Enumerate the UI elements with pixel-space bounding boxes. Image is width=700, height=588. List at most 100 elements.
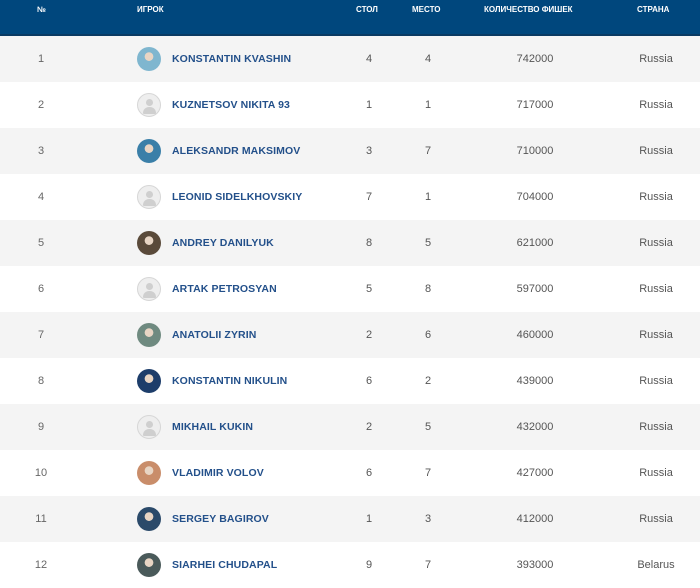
- player-name-link[interactable]: VLADIMIR VOLOV: [172, 467, 264, 479]
- rank: 11: [35, 513, 47, 525]
- rank: 1: [37, 53, 45, 65]
- table-number: 5: [365, 283, 373, 295]
- chip-count: 717000: [516, 99, 554, 111]
- table-row: 10 VLADIMIR VOLOV 6 7 427000 Russia: [0, 450, 700, 496]
- table-number: 2: [365, 329, 373, 341]
- player-name-link[interactable]: ANATOLII ZYRIN: [172, 329, 257, 341]
- country: Russia: [639, 53, 673, 65]
- default-avatar-icon[interactable]: [137, 415, 161, 439]
- table-row: 11 SERGEY BAGIROV 1 3 412000 Russia: [0, 496, 700, 542]
- seat-number: 2: [424, 375, 432, 387]
- avatar[interactable]: [137, 369, 161, 393]
- table-header: № ИГРОК СТОЛ МЕСТО КОЛИЧЕСТВО ФИШЕК СТРА…: [0, 0, 700, 36]
- avatar[interactable]: [137, 323, 161, 347]
- rank: 7: [37, 329, 45, 341]
- col-number[interactable]: №: [37, 5, 46, 14]
- country: Russia: [639, 283, 673, 295]
- seat-number: 4: [424, 53, 432, 65]
- rank: 12: [34, 559, 48, 571]
- table-number: 9: [365, 559, 373, 571]
- seat-number: 3: [424, 513, 432, 525]
- country: Russia: [639, 375, 673, 387]
- seat-number: 6: [424, 329, 432, 341]
- table-number: 1: [365, 99, 373, 111]
- table-row: 8 KONSTANTIN NIKULIN 6 2 439000 Russia: [0, 358, 700, 404]
- chip-count: 597000: [516, 283, 554, 295]
- table-number: 1: [365, 513, 373, 525]
- avatar[interactable]: [137, 553, 161, 577]
- seat-number: 7: [424, 145, 432, 157]
- country: Russia: [639, 467, 673, 479]
- player-name-link[interactable]: KONSTANTIN KVASHIN: [172, 53, 292, 65]
- table-number: 8: [365, 237, 373, 249]
- rank: 2: [37, 99, 45, 111]
- chip-count: 412000: [516, 513, 554, 525]
- col-player[interactable]: ИГРОК: [137, 5, 164, 14]
- chip-count: 393000: [516, 559, 554, 571]
- table-row: 4 LEONID SIDELKHOVSKIY 7 1 704000 Russia: [0, 174, 700, 220]
- rank: 4: [37, 191, 45, 203]
- player-name-link[interactable]: ALEKSANDR MAKSIMOV: [172, 145, 301, 157]
- country: Russia: [639, 191, 673, 203]
- table-number: 7: [365, 191, 373, 203]
- avatar[interactable]: [137, 231, 161, 255]
- player-name-link[interactable]: SIARHEI CHUDAPAL: [172, 559, 278, 571]
- player-name-link[interactable]: ANDREY DANILYUK: [172, 237, 274, 249]
- rank: 9: [37, 421, 45, 433]
- player-name-link[interactable]: KONSTANTIN NIKULIN: [172, 375, 288, 387]
- table-row: 6 ARTAK PETROSYAN 5 8 597000 Russia: [0, 266, 700, 312]
- table-row: 1 KONSTANTIN KVASHIN 4 4 742000 Russia: [0, 36, 700, 82]
- player-name-link[interactable]: SERGEY BAGIROV: [172, 513, 269, 525]
- country: Russia: [639, 237, 673, 249]
- country: Belarus: [637, 559, 675, 571]
- table-number: 3: [365, 145, 373, 157]
- table-number: 2: [365, 421, 373, 433]
- table-row: 3 ALEKSANDR MAKSIMOV 3 7 710000 Russia: [0, 128, 700, 174]
- chip-count: 439000: [516, 375, 554, 387]
- default-avatar-icon[interactable]: [137, 93, 161, 117]
- country: Russia: [639, 329, 673, 341]
- seat-number: 8: [424, 283, 432, 295]
- country: Russia: [639, 99, 673, 111]
- chip-count: 742000: [516, 53, 554, 65]
- avatar[interactable]: [137, 461, 161, 485]
- table-row: 9 MIKHAIL KUKIN 2 5 432000 Russia: [0, 404, 700, 450]
- table-row: 5 ANDREY DANILYUK 8 5 621000 Russia: [0, 220, 700, 266]
- seat-number: 1: [424, 191, 432, 203]
- avatar[interactable]: [137, 47, 161, 71]
- col-table[interactable]: СТОЛ: [356, 5, 378, 14]
- table-row: 7 ANATOLII ZYRIN 2 6 460000 Russia: [0, 312, 700, 358]
- country: Russia: [639, 421, 673, 433]
- table-body: 1 KONSTANTIN KVASHIN 4 4 742000 Russia 2 …: [0, 36, 700, 588]
- chip-count: 432000: [516, 421, 554, 433]
- chip-count: 710000: [516, 145, 554, 157]
- table-number: 6: [365, 467, 373, 479]
- col-country[interactable]: СТРАНА: [637, 5, 670, 14]
- avatar[interactable]: [137, 139, 161, 163]
- chip-count: 704000: [516, 191, 554, 203]
- rank: 8: [37, 375, 45, 387]
- table-number: 4: [365, 53, 373, 65]
- default-avatar-icon[interactable]: [137, 277, 161, 301]
- col-chips[interactable]: КОЛИЧЕСТВО ФИШЕК: [484, 5, 573, 14]
- table-number: 6: [365, 375, 373, 387]
- seat-number: 5: [424, 421, 432, 433]
- country: Russia: [639, 145, 673, 157]
- rank: 10: [34, 467, 48, 479]
- chip-count: 621000: [516, 237, 554, 249]
- player-name-link[interactable]: KUZNETSOV NIKITA 93: [172, 99, 290, 111]
- player-name-link[interactable]: LEONID SIDELKHOVSKIY: [172, 191, 303, 203]
- seat-number: 7: [424, 467, 432, 479]
- table-row: 12 SIARHEI CHUDAPAL 9 7 393000 Belarus: [0, 542, 700, 588]
- avatar[interactable]: [137, 507, 161, 531]
- default-avatar-icon[interactable]: [137, 185, 161, 209]
- chip-count: 460000: [516, 329, 554, 341]
- rank: 6: [37, 283, 45, 295]
- col-seat[interactable]: МЕСТО: [412, 5, 441, 14]
- rank: 5: [37, 237, 45, 249]
- player-name-link[interactable]: ARTAK PETROSYAN: [172, 283, 277, 295]
- seat-number: 1: [424, 99, 432, 111]
- table-row: 2 KUZNETSOV NIKITA 93 1 1 717000 Russia: [0, 82, 700, 128]
- player-name-link[interactable]: MIKHAIL KUKIN: [172, 421, 254, 433]
- seat-number: 7: [424, 559, 432, 571]
